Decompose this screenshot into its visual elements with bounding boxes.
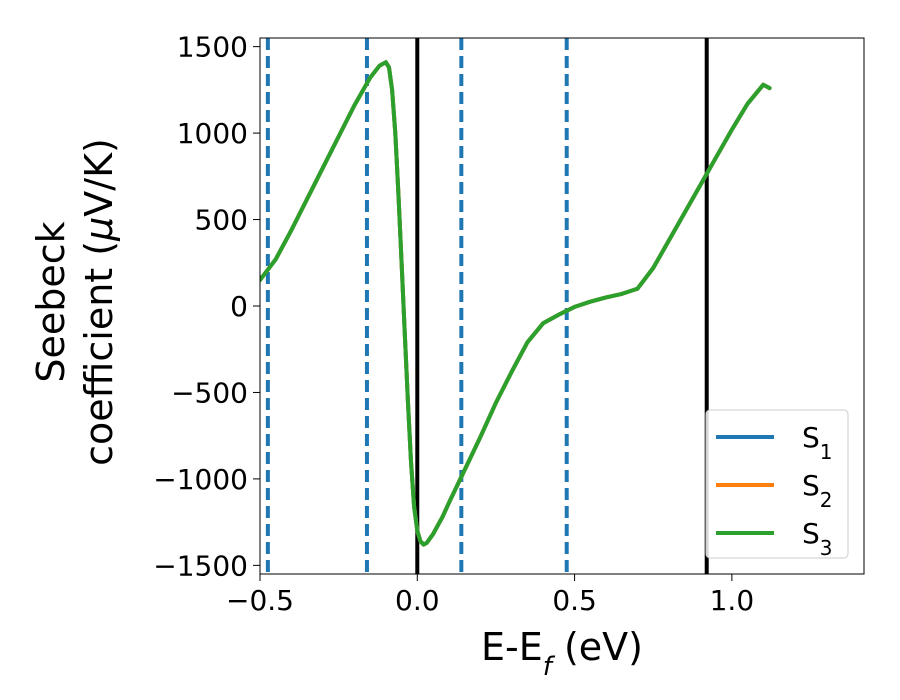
series-lines [260, 60, 772, 547]
x-tick-label: 0.0 [395, 584, 440, 617]
y-tick-label: 1000 [177, 117, 248, 150]
x-tick-label: 1.0 [710, 584, 755, 617]
legend-label-s2: S2 [802, 469, 833, 512]
y-tick-label: 1500 [177, 31, 248, 64]
series-line-s1 [260, 60, 772, 547]
vertical-lines [265, 38, 709, 574]
x-axis: −0.5 0.0 0.5 1.0 [226, 574, 754, 617]
x-tick-label: −0.5 [226, 584, 294, 617]
y-axis-title-line2: coefficient (μV/K) [77, 138, 121, 466]
y-tick-label: 0 [230, 290, 248, 323]
legend: S1 S2 S3 [705, 409, 849, 560]
y-tick-label: −1500 [153, 549, 248, 582]
legend-label-s1: S1 [802, 421, 833, 464]
x-axis-title: E-Ef (eV) [481, 625, 643, 682]
series-line-s2 [260, 60, 772, 547]
legend-box [705, 409, 849, 559]
x-tick-label: 0.5 [552, 584, 597, 617]
y-tick-label: −1000 [153, 463, 248, 496]
y-tick-label: 500 [195, 204, 248, 237]
y-tick-label: −500 [171, 376, 248, 409]
series-line-s3 [260, 60, 772, 547]
legend-label-s3: S3 [802, 517, 833, 560]
y-axis: −1500 −1000 −500 0 500 1000 1500 [153, 31, 260, 582]
y-axis-title: Seebeck coefficient (μV/K) [29, 138, 121, 466]
y-axis-title-line1: Seebeck [29, 221, 73, 382]
